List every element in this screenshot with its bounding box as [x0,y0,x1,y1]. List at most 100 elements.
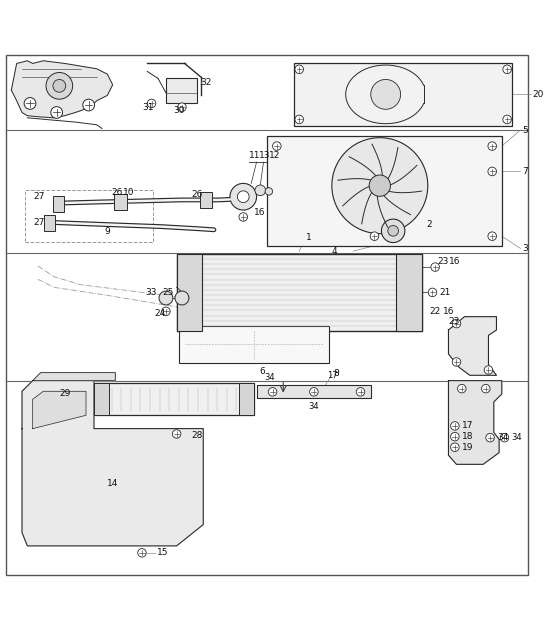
Text: 5: 5 [522,126,528,134]
Circle shape [431,263,439,271]
Polygon shape [22,381,203,546]
Bar [267,136,502,246]
Circle shape [503,65,511,73]
Polygon shape [449,381,502,464]
Text: 11: 11 [249,151,260,160]
Polygon shape [449,317,496,376]
Circle shape [255,185,265,196]
Circle shape [272,142,281,150]
Circle shape [428,288,437,296]
Text: 23: 23 [438,257,449,266]
Circle shape [51,107,63,118]
Text: 29: 29 [59,389,71,398]
Text: 1: 1 [306,233,311,242]
Polygon shape [33,372,116,381]
Bar [396,254,422,331]
Text: 27: 27 [34,192,45,201]
Circle shape [83,99,94,111]
Circle shape [484,365,493,374]
Text: 25: 25 [163,288,174,297]
Text: 9: 9 [105,227,111,236]
Circle shape [268,387,277,396]
Circle shape [138,548,146,557]
Text: 16: 16 [254,208,265,217]
Circle shape [295,65,304,73]
Circle shape [371,80,401,109]
Circle shape [53,80,66,92]
Circle shape [46,72,72,99]
Text: 31: 31 [142,102,154,112]
Circle shape [370,232,379,241]
Circle shape [147,99,156,107]
Circle shape [382,219,405,242]
Text: 23: 23 [449,318,460,327]
Text: 34: 34 [308,402,319,411]
Text: 34: 34 [498,433,509,442]
Text: 12: 12 [269,151,280,160]
Circle shape [451,443,459,452]
Circle shape [159,291,173,305]
Bar [25,190,153,242]
Circle shape [369,175,390,197]
Bar [239,383,254,415]
Bar [166,78,197,104]
Circle shape [230,183,257,210]
Circle shape [488,232,496,241]
Bar [177,254,422,331]
Circle shape [356,387,365,396]
Circle shape [238,191,249,203]
Text: 16: 16 [443,307,455,316]
Circle shape [24,97,36,109]
Text: 21: 21 [439,288,450,297]
Circle shape [452,319,461,328]
Circle shape [295,115,304,124]
Circle shape [265,188,272,195]
Text: 27: 27 [34,218,45,227]
Circle shape [451,432,459,441]
Text: 3: 3 [522,244,528,253]
Text: 7: 7 [522,167,528,176]
Text: 18: 18 [462,432,474,441]
Text: 17': 17' [327,371,340,381]
Circle shape [482,384,490,393]
Text: 10: 10 [123,188,135,197]
Bar [179,326,329,363]
Text: 28: 28 [191,431,203,440]
Circle shape [500,433,508,442]
Bar [44,215,55,231]
Circle shape [332,138,428,234]
Polygon shape [11,61,113,118]
Circle shape [488,167,496,176]
Text: 24: 24 [154,310,166,318]
Circle shape [162,307,170,316]
Polygon shape [33,391,86,429]
Bar [199,192,213,208]
Text: 4: 4 [332,247,337,256]
Text: 13: 13 [259,151,271,160]
Circle shape [451,421,459,430]
Text: 34: 34 [264,373,275,382]
Text: 16: 16 [449,257,460,266]
Circle shape [310,387,318,396]
Text: 15: 15 [157,548,168,557]
Bar [53,196,64,212]
Text: 33: 33 [146,288,157,297]
Circle shape [488,142,496,150]
Bar [114,193,127,210]
Circle shape [458,384,466,393]
Text: 8: 8 [334,369,339,378]
Circle shape [503,115,511,124]
Text: 17: 17 [462,421,474,430]
Bar [257,386,371,398]
Circle shape [172,430,181,438]
Circle shape [175,291,189,305]
Circle shape [388,225,398,236]
Circle shape [486,433,494,442]
Text: 30: 30 [173,106,184,115]
Bar [294,63,512,126]
Text: 32: 32 [201,78,212,87]
Circle shape [239,213,247,221]
Text: 6: 6 [259,367,265,376]
Circle shape [452,358,461,366]
Text: 26: 26 [191,190,203,198]
